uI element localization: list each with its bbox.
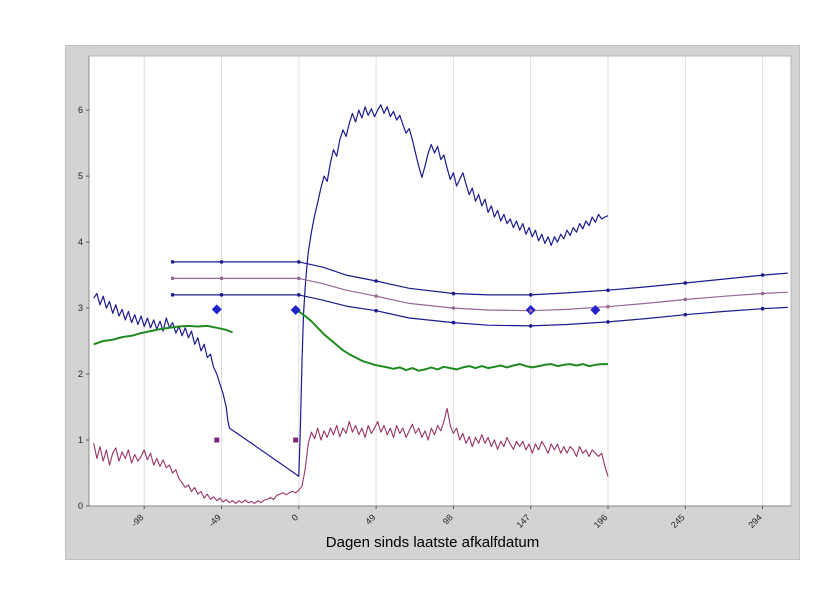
y-tick-label: 3 xyxy=(78,303,83,313)
marker-blue-diamond-markers xyxy=(290,305,301,316)
chart-canvas: 0 1 2 3 4 5 6 -98 -49 0 49 98 147 196 245 294 xyxy=(78,55,792,530)
marker-reference-lower-dots xyxy=(528,324,533,328)
chart-panel: 0 1 2 3 4 5 6 -98 -49 0 49 98 147 196 245 294 Dagen sin… xyxy=(65,45,800,560)
marker-reference-lower-dots xyxy=(683,312,688,317)
marker-reference-middle-dots xyxy=(451,306,456,310)
marker-reference-middle-dots xyxy=(683,297,688,302)
x-tick-label: 147 xyxy=(514,512,532,530)
x-tick-label: 196 xyxy=(592,512,610,530)
x-tick-label: 49 xyxy=(363,512,377,526)
marker-reference-lower-dots xyxy=(219,293,224,297)
marker-reference-middle-dots xyxy=(760,291,765,296)
series-green-pre-calving xyxy=(93,324,233,346)
marker-blue-diamond-markers xyxy=(590,305,601,316)
series-magenta-daily xyxy=(93,407,609,504)
plot-area xyxy=(88,55,792,507)
marker-blue-diamond-markers xyxy=(211,304,222,315)
y-tick-label: 0 xyxy=(78,501,83,511)
marker-reference-middle-dots xyxy=(170,276,175,281)
marker-reference-lower-dots xyxy=(170,293,175,297)
marker-reference-upper-dots xyxy=(528,293,533,297)
marker-purple-square-markers xyxy=(214,437,220,443)
marker-reference-upper-dots xyxy=(374,279,378,283)
x-tick-label: 98 xyxy=(441,512,455,526)
marker-reference-upper-dots xyxy=(297,260,301,264)
x-tick-label: 0 xyxy=(290,512,301,523)
marker-reference-upper-dots xyxy=(219,260,224,264)
x-tick-label: 294 xyxy=(746,512,764,530)
marker-purple-square-markers xyxy=(293,437,299,443)
x-tick-label: -98 xyxy=(129,512,145,528)
y-tick-label: 6 xyxy=(78,105,83,115)
marker-reference-upper-dots xyxy=(606,288,610,293)
marker-reference-lower-dots xyxy=(297,293,301,297)
marker-reference-lower-dots xyxy=(760,306,765,311)
x-tick-label: 245 xyxy=(669,512,687,530)
marker-reference-middle-dots xyxy=(528,308,533,313)
y-tick-label: 1 xyxy=(78,435,83,445)
marker-reference-upper-dots xyxy=(170,260,175,264)
marker-reference-lower-dots xyxy=(606,320,610,324)
marker-reference-lower-dots xyxy=(374,308,378,313)
marker-reference-middle-dots xyxy=(606,304,610,309)
x-tick-label: -49 xyxy=(207,512,223,528)
marker-reference-upper-dots xyxy=(451,291,456,296)
marker-reference-upper-dots xyxy=(760,273,765,277)
marker-reference-upper-dots xyxy=(683,281,688,285)
series-main-dark-blue-daily xyxy=(93,104,609,477)
marker-reference-lower-dots xyxy=(451,320,456,325)
x-axis-title: Dagen sinds laatste afkalfdatum xyxy=(325,534,540,551)
marker-reference-middle-dots xyxy=(219,276,224,281)
series-green-post-calving xyxy=(298,310,608,372)
y-tick-label: 2 xyxy=(78,369,83,379)
marker-reference-middle-dots xyxy=(297,276,301,281)
y-tick-label: 5 xyxy=(78,171,83,181)
y-tick-label: 4 xyxy=(78,237,83,247)
marker-reference-middle-dots xyxy=(374,294,378,298)
